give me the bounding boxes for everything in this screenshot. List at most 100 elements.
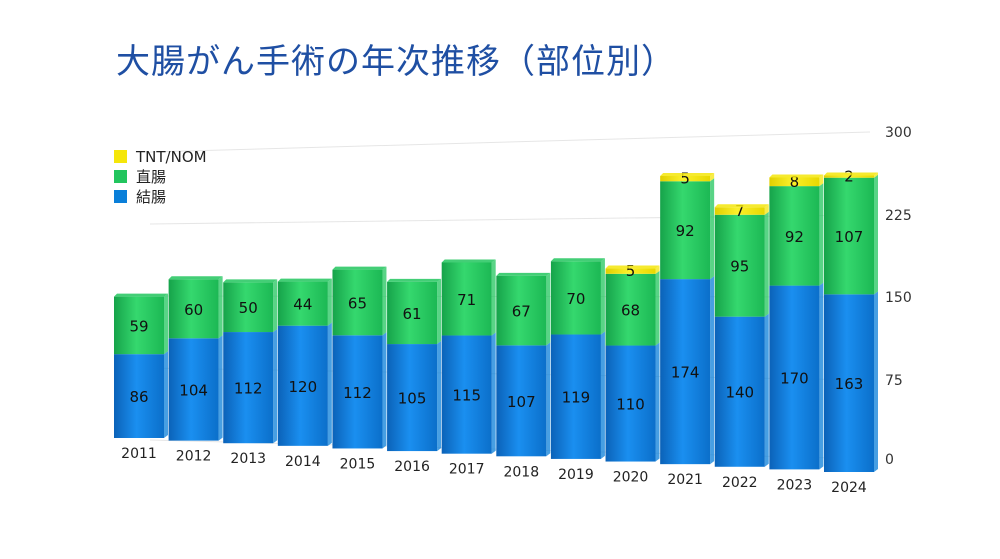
bar-segment-side — [273, 279, 278, 333]
bar-top — [441, 259, 496, 263]
bar-segment — [223, 282, 274, 333]
bar-top — [114, 293, 168, 297]
data-label: 104 — [179, 381, 208, 399]
y-tick-label: 225 — [885, 208, 912, 224]
legend-swatch — [114, 190, 127, 203]
data-label: 59 — [129, 317, 148, 335]
bar-segment — [824, 294, 874, 472]
data-label: 119 — [562, 389, 591, 407]
x-tick-label: 2018 — [503, 464, 539, 480]
bar-segment — [114, 296, 164, 355]
x-tick-label: 2023 — [777, 477, 813, 493]
data-label: 2 — [844, 168, 854, 186]
legend-swatch — [114, 170, 127, 183]
x-axis: 2011 2012 2013 2014 2015 2016 2017 2018 2019 2020… — [121, 446, 867, 496]
bar-segment-side — [874, 172, 878, 178]
bar-segment — [605, 268, 656, 274]
gridline — [149, 131, 871, 153]
x-tick-label: 2016 — [394, 459, 430, 475]
y-axis: 0 75 150 225 300 — [885, 125, 912, 468]
data-label: 110 — [616, 396, 645, 414]
x-tick-label: 2017 — [449, 462, 485, 478]
data-label: 8 — [790, 173, 800, 191]
chart-title: 大腸がん手術の年次推移（部位別） — [116, 42, 676, 82]
bar-segment-side — [600, 331, 605, 459]
data-label: 107 — [507, 393, 536, 411]
data-label: 115 — [452, 387, 481, 405]
bar-top — [387, 278, 442, 282]
data-label: 5 — [626, 262, 636, 280]
bar-segment — [332, 335, 383, 449]
bar-segment-side — [764, 211, 769, 317]
bar-segment — [223, 332, 274, 444]
bar-segment-side — [655, 342, 660, 462]
x-tick-label: 2021 — [667, 472, 703, 488]
bar-top — [769, 174, 824, 178]
bar-segment-side — [710, 172, 715, 182]
data-label: 107 — [835, 228, 864, 246]
data-label: 112 — [234, 380, 263, 398]
bar-segment-side — [546, 272, 551, 346]
bar-segment — [441, 335, 492, 454]
bar-top — [605, 265, 660, 269]
bar-segment-side — [164, 351, 168, 438]
y-tick-label: 150 — [885, 290, 912, 306]
data-label: 5 — [680, 170, 690, 188]
bar-top — [550, 258, 605, 262]
bar-segment — [605, 345, 656, 462]
bar-segment — [769, 285, 820, 470]
bar-stack: 170 92 8 — [769, 173, 824, 470]
legend-label: 直腸 — [136, 168, 166, 186]
bar-segment-side — [655, 265, 660, 274]
bar-segment-side — [710, 276, 715, 465]
bar-segment-side — [874, 291, 878, 472]
data-label: 71 — [457, 291, 476, 309]
bar-stack: 104 60 — [168, 276, 223, 441]
bar-stack: 163 107 2 — [824, 168, 878, 472]
bar-stack: 105 61 — [387, 278, 442, 452]
bar-segment — [387, 344, 438, 452]
bar-segment — [277, 281, 328, 326]
data-label: 70 — [566, 290, 585, 308]
bar-segment — [550, 261, 601, 335]
data-label: 92 — [785, 228, 804, 246]
x-tick-label: 2011 — [121, 446, 157, 462]
bar-segment — [769, 177, 820, 187]
data-label: 44 — [293, 296, 312, 314]
bar-top — [496, 272, 551, 276]
bar-stack: 86 59 — [114, 293, 168, 438]
bar-segment — [332, 269, 383, 336]
x-tick-label: 2022 — [722, 475, 758, 491]
y-tick-label: 0 — [885, 452, 894, 468]
bar-segment-side — [164, 293, 168, 355]
bar-segment — [660, 181, 711, 280]
bar-stack: 119 70 — [550, 258, 605, 459]
bar-segment — [168, 338, 219, 441]
bar-segment-side — [819, 282, 824, 470]
data-label: 50 — [239, 299, 258, 317]
bar-segment — [441, 262, 492, 336]
legend-swatch — [114, 150, 127, 163]
bar-segment-side — [819, 174, 824, 187]
x-tick-label: 2013 — [230, 451, 266, 467]
bar-stack: 112 50 — [223, 279, 278, 444]
bar-segment-side — [218, 335, 223, 441]
bars: 8659104601125012044112651056111571107671… — [114, 168, 878, 472]
bar-top — [277, 278, 332, 282]
legend-label: TNT/NOM — [135, 148, 207, 166]
bar-top — [660, 172, 715, 176]
bar-segment-side — [491, 332, 496, 454]
data-label: 92 — [676, 222, 695, 240]
bar-segment — [714, 316, 765, 467]
bar-segment — [168, 279, 219, 339]
bar-segment-side — [710, 178, 715, 280]
bar-segment — [824, 177, 874, 295]
x-tick-label: 2012 — [176, 449, 212, 465]
data-label: 163 — [835, 375, 864, 393]
bar-segment — [605, 273, 656, 346]
x-tick-label: 2024 — [831, 480, 867, 496]
bar-segment-side — [491, 259, 496, 336]
bar-stack: 110 68 5 — [605, 262, 660, 462]
data-label: 68 — [621, 302, 640, 320]
data-label: 174 — [671, 364, 700, 382]
